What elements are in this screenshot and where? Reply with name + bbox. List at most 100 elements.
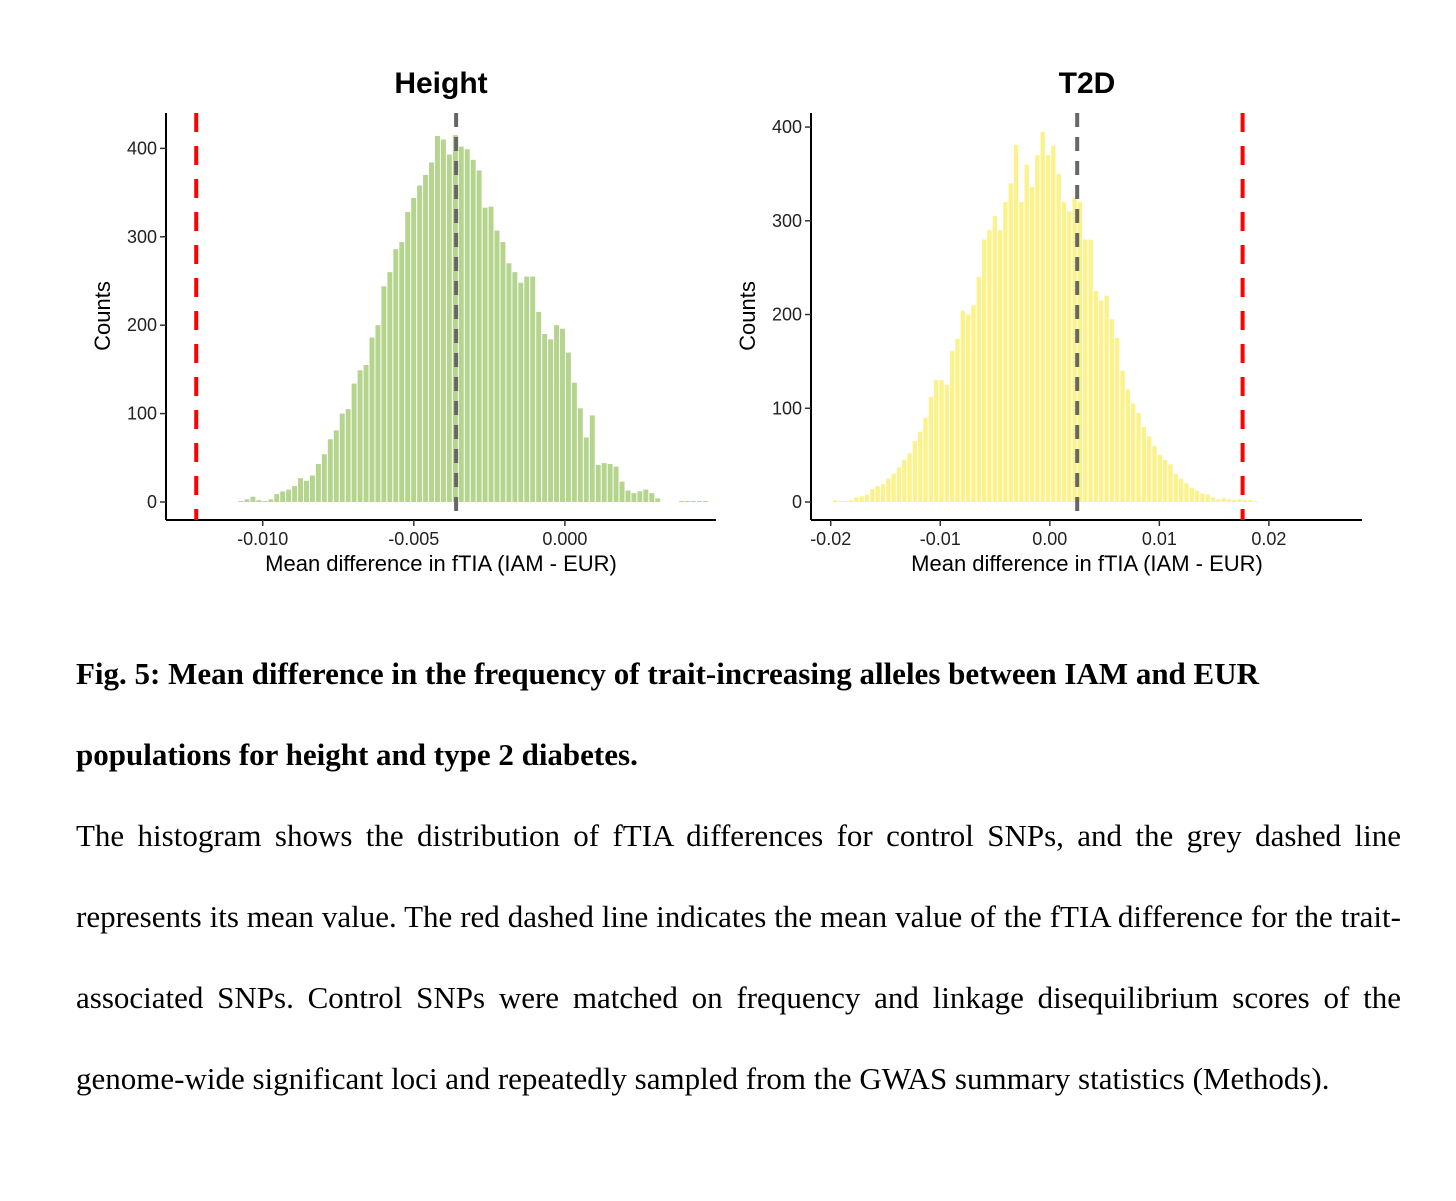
histogram-bar xyxy=(987,230,992,503)
histogram-bar xyxy=(939,380,944,502)
histogram-bar xyxy=(250,496,256,502)
histogram-bar xyxy=(268,499,274,502)
histogram-bar xyxy=(854,497,859,502)
histogram-bar xyxy=(292,486,298,502)
histogram-bar xyxy=(381,286,387,502)
histogram-bar xyxy=(1104,295,1109,502)
histogram-bar xyxy=(524,276,530,502)
histogram-bar xyxy=(1003,202,1008,503)
histogram-bar xyxy=(309,475,315,502)
height-panel-title: Height xyxy=(394,67,487,100)
histogram-bar xyxy=(1162,459,1168,502)
histogram-bar xyxy=(907,453,912,502)
histogram-bar xyxy=(321,454,327,502)
histogram-bar xyxy=(1024,164,1029,503)
histogram-bar xyxy=(696,501,702,502)
histogram-bar xyxy=(262,501,268,502)
histogram-bar xyxy=(339,413,345,502)
histogram-bar xyxy=(411,197,417,502)
histogram-bar xyxy=(1051,145,1056,502)
histogram-bar xyxy=(1184,483,1189,502)
histogram-bar xyxy=(1221,498,1226,502)
histogram-bar xyxy=(981,239,987,503)
histogram-bar xyxy=(315,463,321,502)
histogram-bar xyxy=(571,382,577,502)
histogram-bar xyxy=(494,230,500,502)
histogram-bar xyxy=(518,282,524,502)
histogram-bar xyxy=(1248,500,1253,502)
figure-panels: Height Counts Mean difference in fTIA (I… xyxy=(90,67,1362,576)
histogram-bar xyxy=(1232,500,1237,502)
x-tick-label: -0.02 xyxy=(810,529,851,549)
histogram-bar xyxy=(375,325,381,502)
histogram-bar xyxy=(966,314,971,502)
histogram-bar xyxy=(955,338,960,502)
histogram-bar xyxy=(1013,144,1019,502)
histogram-bar xyxy=(589,415,595,502)
histogram-bar xyxy=(577,408,583,502)
x-tick-label: 0.00 xyxy=(1032,529,1067,549)
histogram-bar xyxy=(357,370,363,502)
histogram-bar xyxy=(1157,455,1162,502)
histogram-bar xyxy=(891,473,896,502)
y-tick-label: 300 xyxy=(127,227,157,247)
histogram-bar xyxy=(476,170,482,502)
histogram-bar xyxy=(1168,464,1173,502)
histogram-bar xyxy=(1056,173,1061,502)
y-tick-label: 0 xyxy=(792,492,802,512)
histogram-bar xyxy=(1109,319,1115,502)
figure-caption-title: Fig. 5: Mean difference in the frequency… xyxy=(76,656,1259,772)
y-tick-label: 200 xyxy=(127,315,157,335)
histogram-bar xyxy=(1077,202,1083,503)
histogram-bar xyxy=(631,493,637,502)
y-tick-label: 100 xyxy=(772,398,802,418)
height-x-axis-label: Mean difference in fTIA (IAM - EUR) xyxy=(265,551,617,576)
histogram-bar xyxy=(690,501,696,502)
histogram-bar xyxy=(870,488,875,502)
histogram-bar xyxy=(875,486,880,502)
histogram-bar xyxy=(238,501,244,502)
histogram-bar xyxy=(992,216,997,503)
histogram-bar xyxy=(838,501,843,502)
histogram-bar xyxy=(405,212,411,502)
histogram-bar xyxy=(417,185,423,502)
histogram-bar xyxy=(679,501,685,502)
histogram-bar xyxy=(464,149,470,502)
histogram-bar xyxy=(542,334,548,502)
height-histogram-panel: Height Counts Mean difference in fTIA (I… xyxy=(90,67,716,576)
histogram-bar xyxy=(625,490,631,502)
x-tick-label: -0.005 xyxy=(388,529,439,549)
histogram-bar xyxy=(923,417,928,502)
histogram-bar xyxy=(351,383,357,502)
histogram-bar xyxy=(843,501,848,502)
x-tick-label: 0.02 xyxy=(1251,529,1286,549)
histogram-bar xyxy=(976,277,981,502)
histogram-bar xyxy=(1040,131,1045,502)
histogram-bar xyxy=(1072,197,1077,503)
histogram-bar xyxy=(1189,487,1194,502)
histogram-bar xyxy=(560,328,565,502)
y-tick-label: 0 xyxy=(147,492,157,512)
histogram-bar xyxy=(902,459,907,502)
histogram-bar xyxy=(637,491,643,502)
histogram-bar xyxy=(1253,501,1258,502)
t2d-y-axis-label: Counts xyxy=(735,281,760,351)
histogram-bar xyxy=(702,501,708,502)
histogram-bar xyxy=(601,463,607,502)
histogram-bar xyxy=(1216,499,1221,502)
histogram-bar xyxy=(434,135,440,503)
histogram-bar xyxy=(1152,445,1157,502)
histogram-bar xyxy=(655,498,661,502)
histogram-bar xyxy=(363,364,369,502)
histogram-bar xyxy=(886,478,891,502)
histogram-bar xyxy=(912,441,918,502)
histogram-bar xyxy=(393,249,399,502)
histogram-bar xyxy=(298,478,304,502)
histogram-bar xyxy=(446,154,452,503)
histogram-bar xyxy=(1136,412,1141,502)
histogram-bar xyxy=(470,159,476,503)
histogram-bar xyxy=(256,500,262,502)
histogram-bar xyxy=(345,409,351,502)
y-tick-label: 300 xyxy=(772,211,802,231)
histogram-bar xyxy=(934,380,939,502)
